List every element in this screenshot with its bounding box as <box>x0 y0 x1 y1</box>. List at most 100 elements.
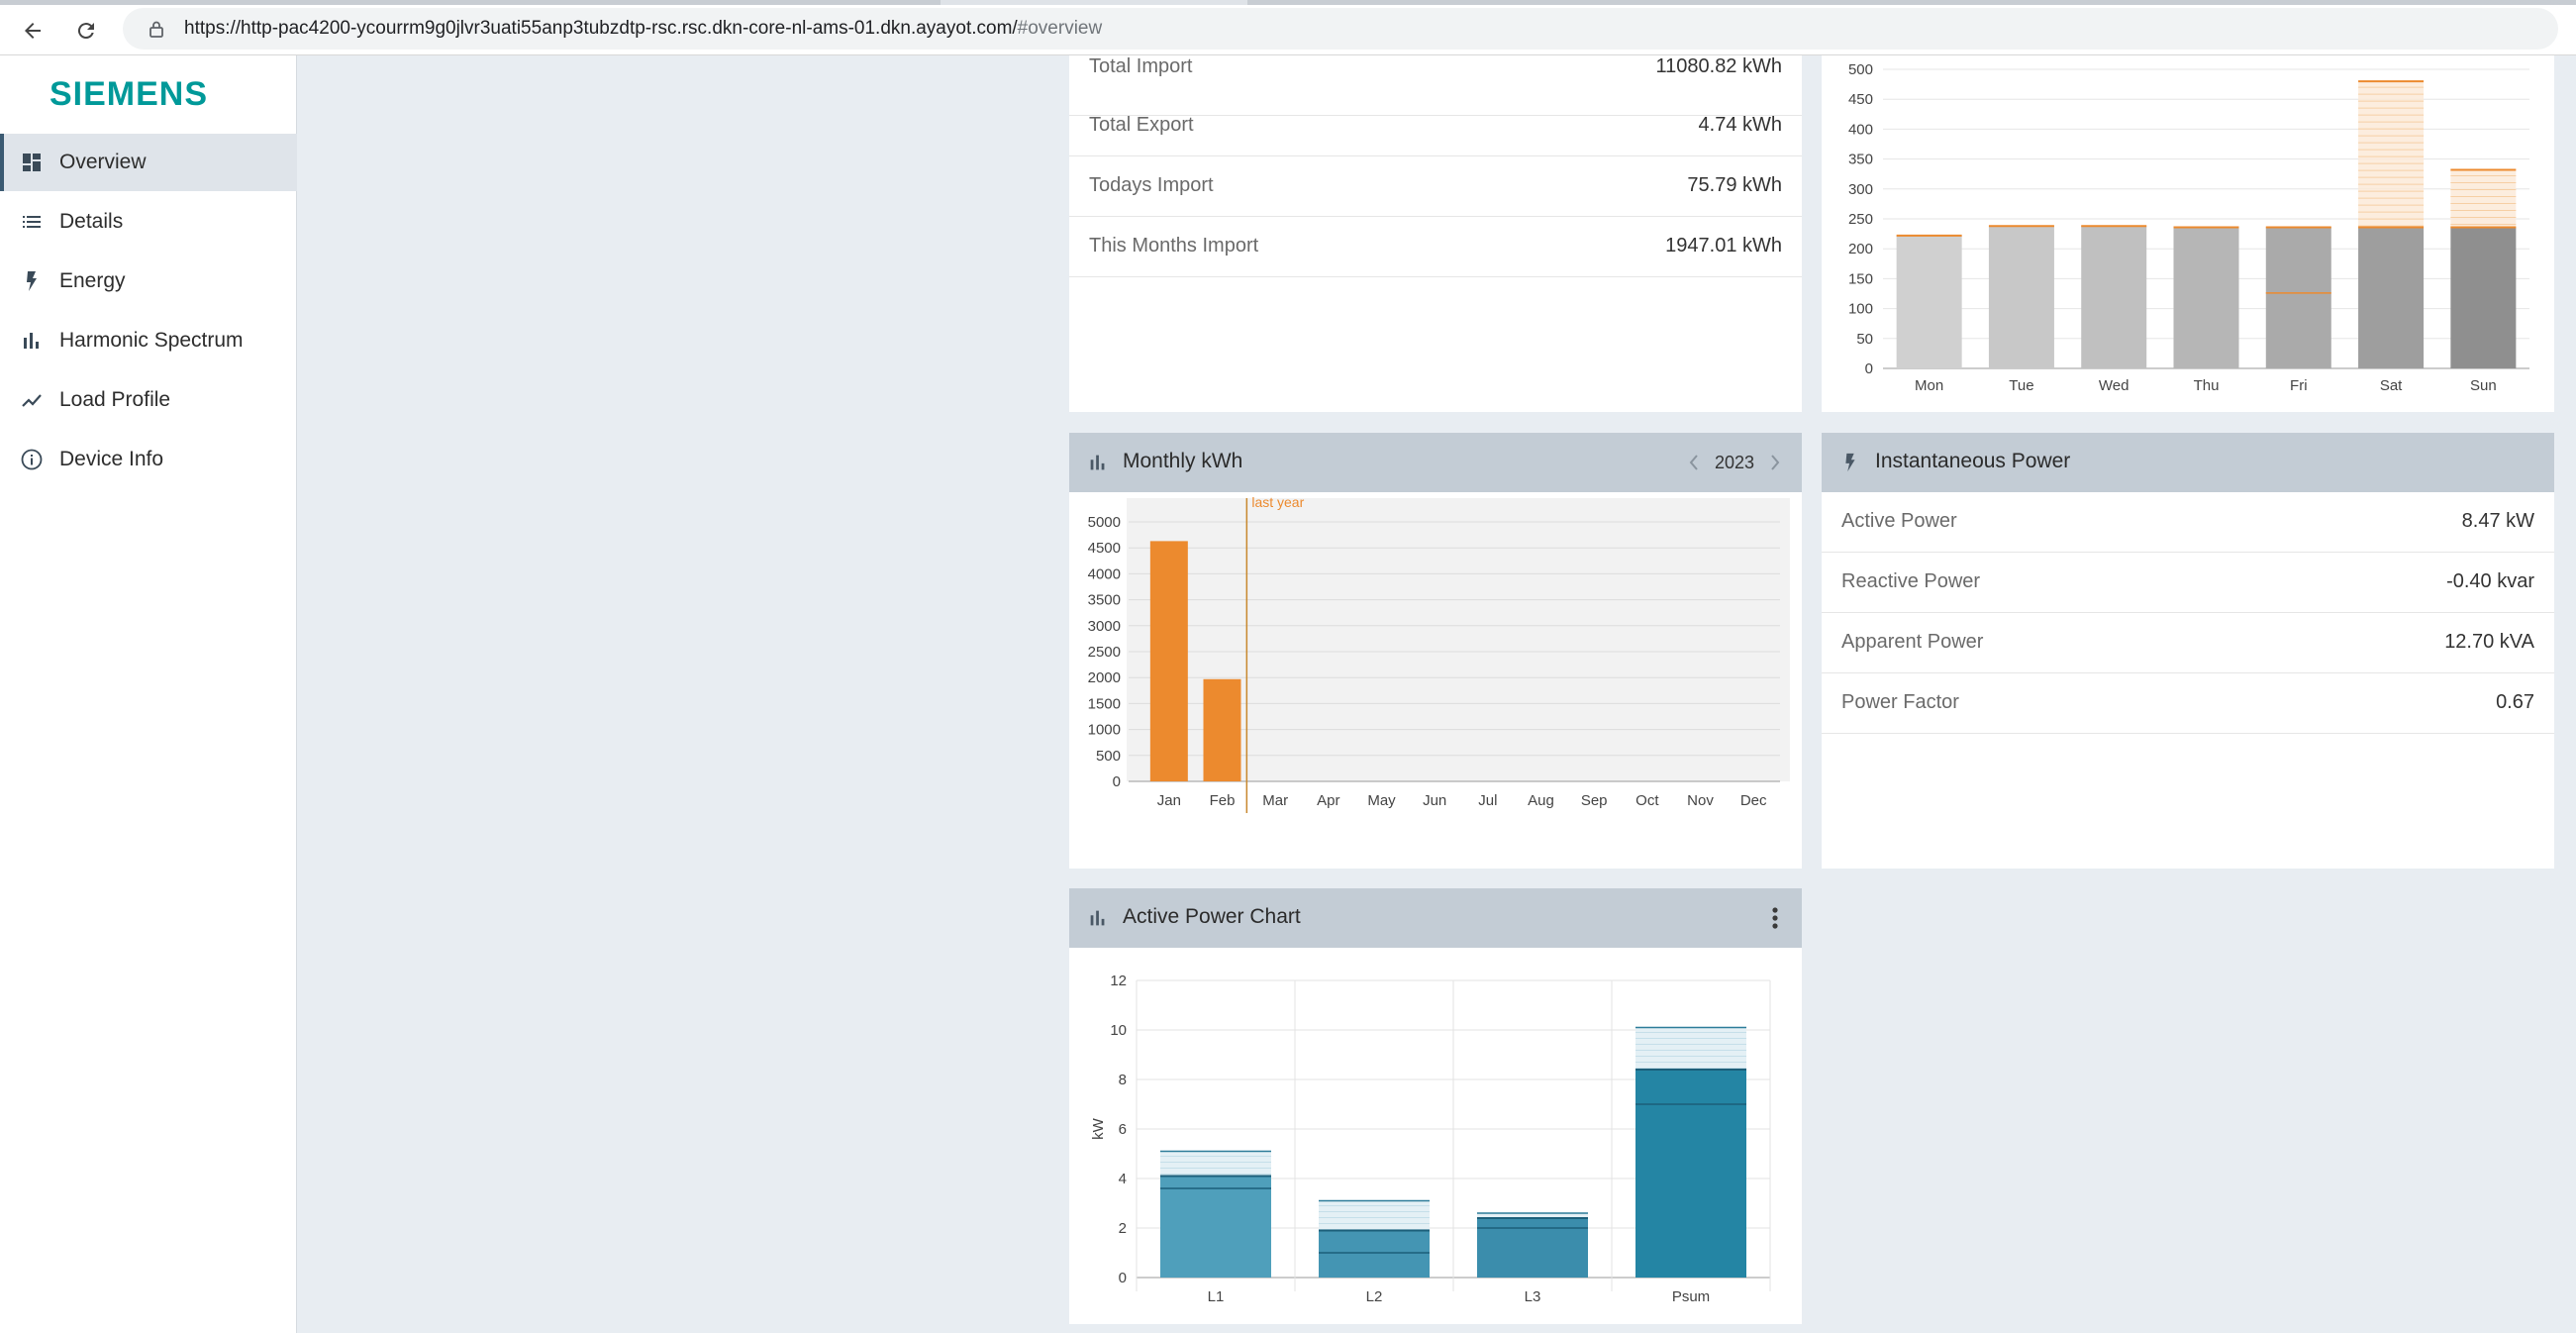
sidebar-item-overview[interactable]: Overview <box>0 134 297 191</box>
energy-summary-card: Total Import 11080.82 kWh Total Export 4… <box>1069 55 1802 412</box>
reload-button[interactable] <box>69 14 103 48</box>
power-value: 0.67 <box>2496 691 2534 713</box>
sidebar-item-details[interactable]: Details <box>0 193 297 251</box>
energy-label: Todays Import <box>1089 174 1214 196</box>
y-tick-label: 350 <box>1848 152 1873 168</box>
line-chart-icon <box>22 394 42 407</box>
energy-value: 11080.82 kWh <box>1655 55 1783 77</box>
sidebar-item-load-profile[interactable]: Load Profile <box>0 371 297 429</box>
y-tick-label: 8 <box>1119 1072 1127 1088</box>
energy-row-this-months-import: This Months Import 1947.01 kWh <box>1069 217 1802 277</box>
bar <box>2081 226 2147 368</box>
more-options-icon[interactable] <box>1770 904 1780 932</box>
x-tick-label: Dec <box>1740 792 1767 809</box>
lightning-icon <box>1845 453 1855 472</box>
x-tick-label: Sat <box>2380 377 2403 394</box>
bar-chart-icon <box>1090 455 1105 470</box>
energy-label: Total Export <box>1089 114 1194 136</box>
x-tick-label: Tue <box>2009 377 2033 394</box>
power-row-active: Active Power 8.47 kW <box>1822 492 2554 553</box>
y-tick-label: 100 <box>1848 301 1873 318</box>
year-value: 2023 <box>1714 452 1754 472</box>
power-label: Apparent Power <box>1841 631 1984 653</box>
card-title: Active Power Chart <box>1123 905 1301 928</box>
y-tick-label: 0 <box>1113 773 1121 790</box>
x-tick-label: Jun <box>1423 792 1446 809</box>
bar <box>1203 678 1241 781</box>
y-tick-label: 0 <box>1119 1270 1127 1286</box>
range-band <box>1635 1027 1746 1070</box>
y-tick-label: 450 <box>1848 91 1873 108</box>
browser-toolbar: https://http-pac4200-ycourrm9g0jlvr3uati… <box>0 0 2576 55</box>
y-tick-label: 50 <box>1856 331 1873 348</box>
x-tick-label: May <box>1367 792 1396 809</box>
bar-chart-icon <box>24 333 39 349</box>
dashboard-icon <box>23 154 41 171</box>
monthly-kwh-card: Monthly kWh 2023 5000 4500 4000 3500 3000 250… <box>1069 433 1802 869</box>
y-tick-label: 3000 <box>1088 618 1121 635</box>
sidebar-item-label: Load Profile <box>59 388 171 411</box>
x-tick-label: Mar <box>1262 792 1288 809</box>
power-label: Reactive Power <box>1841 570 1981 592</box>
sidebar-item-label: Harmonic Spectrum <box>59 329 244 352</box>
range-band <box>1477 1213 1588 1218</box>
bar <box>1149 541 1188 781</box>
reload-icon <box>77 23 94 40</box>
x-tick-label: Aug <box>1528 792 1554 809</box>
instantaneous-power-card: Instantaneous Power Active Power 8.47 kW… <box>1822 433 2554 869</box>
url-text[interactable]: https://http-pac4200-ycourrm9g0jlvr3uati… <box>184 18 1102 40</box>
sidebar-item-label: Energy <box>59 269 126 292</box>
x-tick-label: Sep <box>1581 792 1608 809</box>
power-label: Power Factor <box>1841 691 1959 713</box>
x-tick-label: Thu <box>2194 377 2220 394</box>
bar-chart-icon <box>1090 910 1105 926</box>
instantaneous-power-header: Instantaneous Power <box>1822 433 2554 492</box>
power-row-reactive: Reactive Power -0.40 kvar <box>1822 553 2554 613</box>
browser-tab[interactable] <box>1247 0 2576 5</box>
chevron-right-icon[interactable] <box>1768 453 1782 472</box>
range-band <box>2450 169 2517 228</box>
y-tick-label: 4 <box>1119 1171 1127 1187</box>
y-tick-label: 10 <box>1110 1022 1127 1039</box>
siemens-logo: SIEMENS <box>50 75 209 113</box>
address-bar[interactable]: https://http-pac4200-ycourrm9g0jlvr3uati… <box>123 8 2558 50</box>
y-tick-label: 150 <box>1848 270 1873 287</box>
sidebar-item-device-info[interactable]: Device Info <box>0 431 297 488</box>
bar <box>2173 227 2239 368</box>
bar <box>1896 235 1962 368</box>
y-tick-label: 0 <box>1865 360 1873 377</box>
power-row-power-factor: Power Factor 0.67 <box>1822 673 2554 734</box>
active-power-chart: 12 10 8 6 4 2 0 kW L1 L2 L3 Psum <box>1090 973 1771 1305</box>
x-tick-label: L2 <box>1366 1288 1383 1305</box>
monthly-kwh-header: Monthly kWh 2023 <box>1069 433 1802 492</box>
y-tick-label: 300 <box>1848 181 1873 198</box>
list-icon <box>23 216 41 228</box>
back-button[interactable] <box>16 14 50 48</box>
bar <box>1160 1176 1271 1278</box>
chevron-left-icon[interactable] <box>1687 453 1701 472</box>
bar <box>1477 1218 1588 1278</box>
range-band <box>2358 81 2425 228</box>
browser-tab[interactable] <box>0 0 941 5</box>
x-tick-label: L3 <box>1525 1288 1541 1305</box>
tab-strip <box>0 0 2576 5</box>
y-tick-label: 2 <box>1119 1220 1127 1237</box>
range-band <box>1160 1151 1271 1177</box>
sidebar-item-harmonic-spectrum[interactable]: Harmonic Spectrum <box>0 312 297 369</box>
monthly-kwh-chart: 5000450040003500300025002000150010005000… <box>1088 494 1790 813</box>
energy-row-total-export: Total Export 4.74 kWh <box>1069 96 1802 156</box>
y-tick-label: 12 <box>1110 973 1127 989</box>
x-tick-label: Jul <box>1478 792 1497 809</box>
sidebar-item-energy[interactable]: Energy <box>0 253 297 310</box>
energy-row-total-import: Total Import 11080.82 kWh <box>1069 55 1802 116</box>
bar <box>1988 226 2054 368</box>
active-power-card: Active Power Chart 12 10 8 6 4 2 0 kW L1 L2 L3 Psum <box>1069 888 1802 1324</box>
energy-row-todays-import: Todays Import 75.79 kWh <box>1069 156 1802 217</box>
y-tick-label: 2500 <box>1088 644 1121 661</box>
bar <box>2450 227 2517 368</box>
site-info-icon[interactable] <box>147 19 166 39</box>
energy-label: Total Import <box>1089 55 1193 77</box>
sidebar-item-label: Device Info <box>59 448 164 470</box>
y-tick-label: 6 <box>1119 1121 1127 1138</box>
